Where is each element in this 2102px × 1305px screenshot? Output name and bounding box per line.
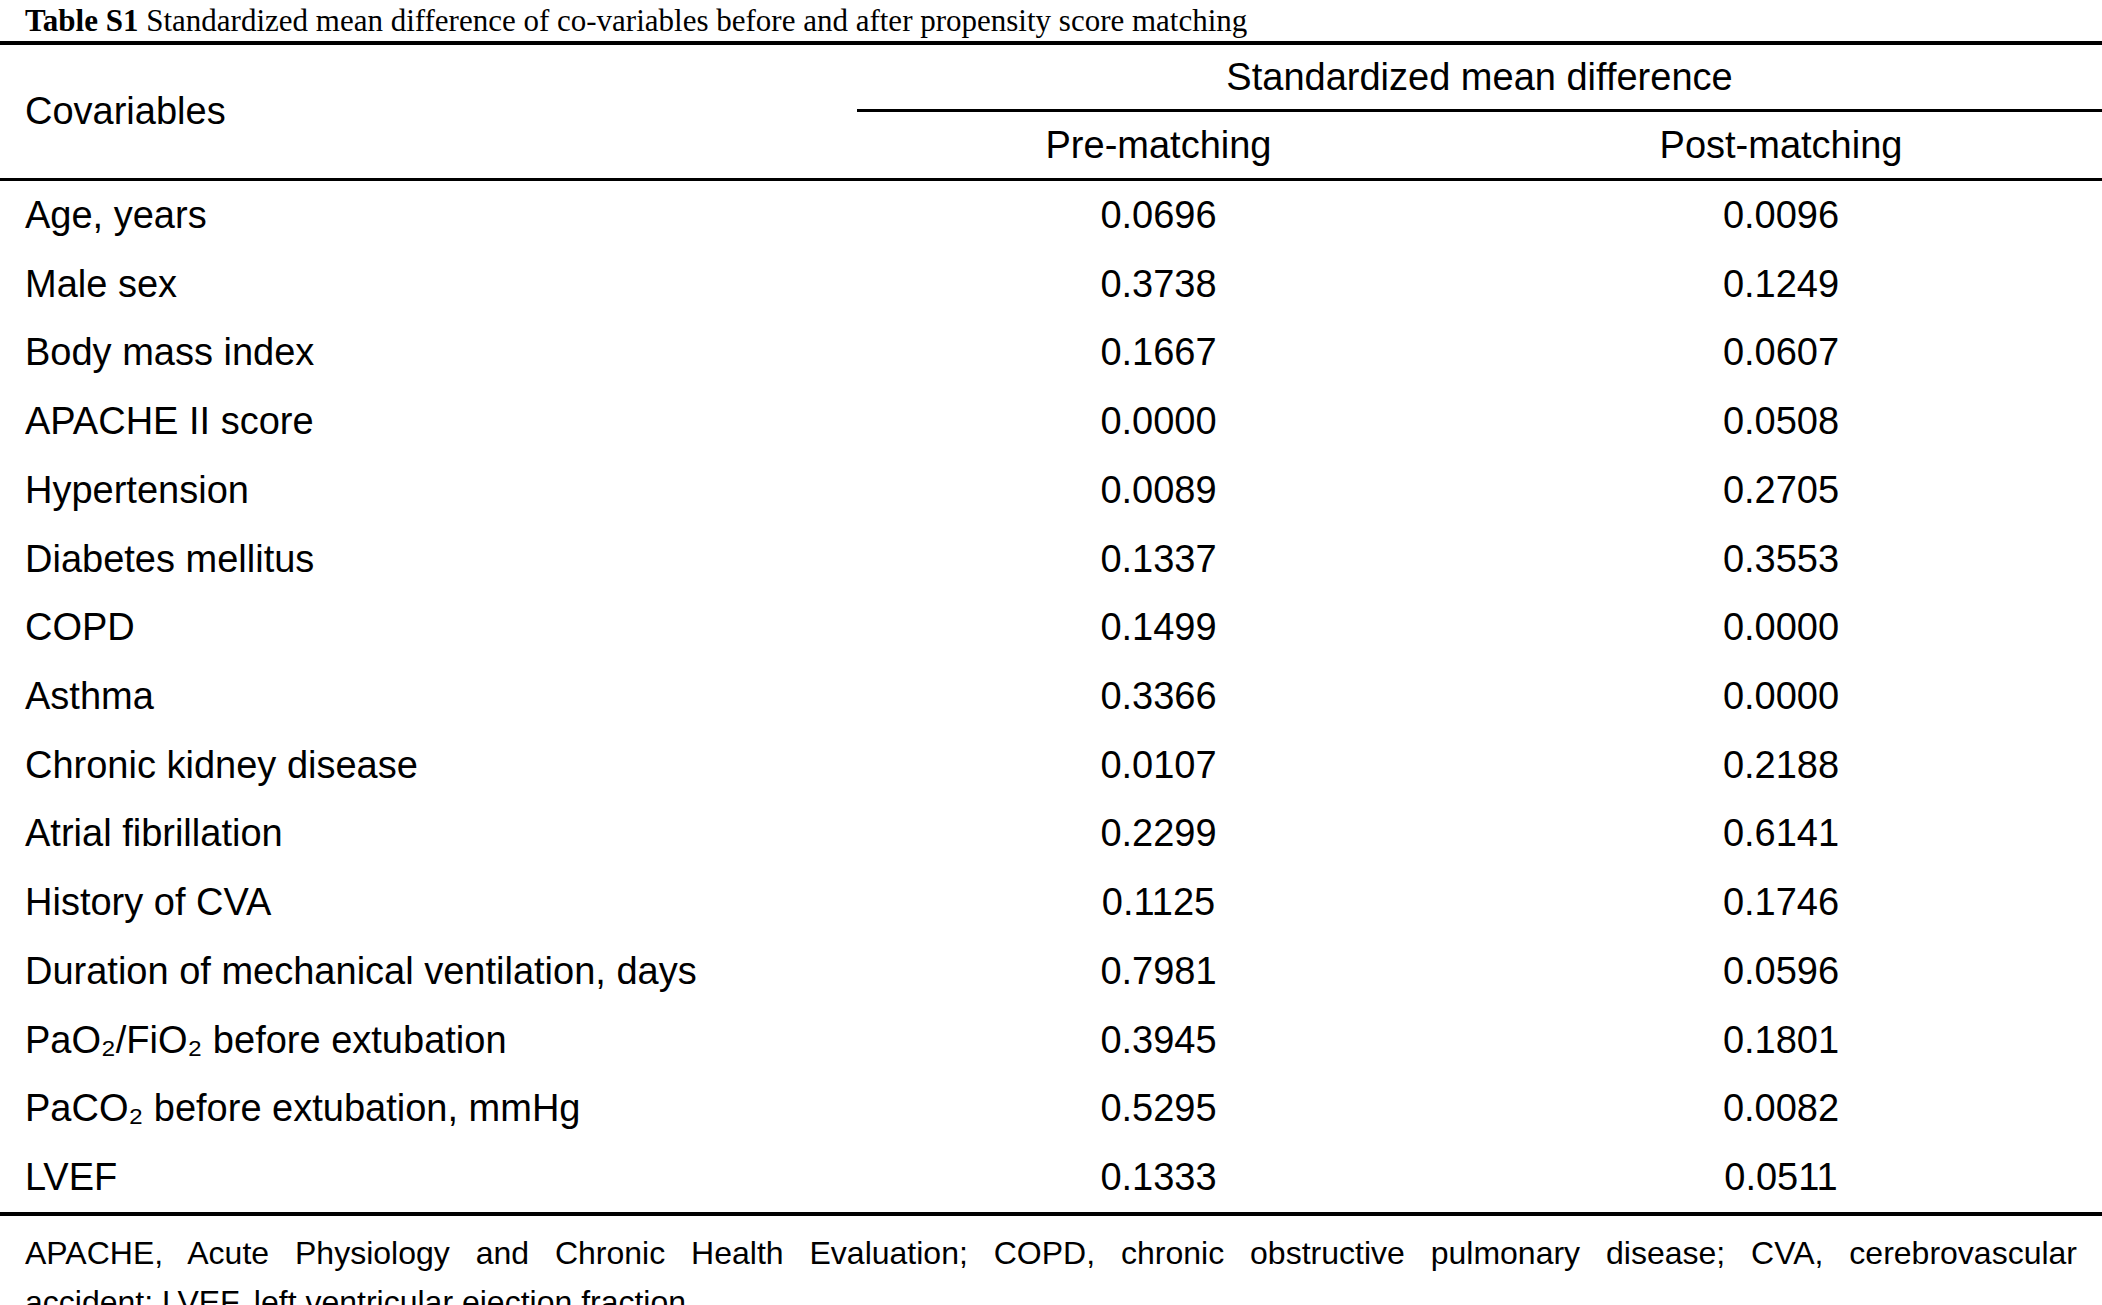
row-post-matching-value: 0.6141 [1460,812,2102,855]
table-row: LVEF 0.1333 0.0511 [0,1143,2102,1212]
row-covariable-label: LVEF [0,1156,857,1199]
row-pre-matching-value: 0.1337 [857,538,1460,581]
table-row: Hypertension 0.0089 0.2705 [0,456,2102,525]
row-covariable-label: APACHE II score [0,400,857,443]
header-pre-matching: Pre-matching [857,112,1460,178]
table-row: Age, years 0.0696 0.0096 [0,181,2102,250]
row-post-matching-value: 0.0000 [1460,675,2102,718]
row-covariable-label: Atrial fibrillation [0,812,857,855]
header-smd-group: Standardized mean difference Pre-matchin… [857,45,2102,178]
row-post-matching-value: 0.3553 [1460,538,2102,581]
table-row: Atrial fibrillation 0.2299 0.6141 [0,800,2102,869]
row-pre-matching-value: 0.1499 [857,606,1460,649]
row-post-matching-value: 0.0607 [1460,331,2102,374]
row-covariable-label: PaCO₂ before extubation, mmHg [0,1087,857,1130]
row-post-matching-value: 0.0000 [1460,606,2102,649]
row-pre-matching-value: 0.0089 [857,469,1460,512]
table-row: Male sex 0.3738 0.1249 [0,250,2102,319]
row-pre-matching-value: 0.7981 [857,950,1460,993]
row-pre-matching-value: 0.3945 [857,1019,1460,1062]
row-covariable-label: Diabetes mellitus [0,538,857,581]
header-standardized-mean-difference: Standardized mean difference [857,45,2102,109]
row-pre-matching-value: 0.3366 [857,675,1460,718]
row-pre-matching-value: 0.3738 [857,263,1460,306]
table-title: Table S1 Standardized mean difference of… [0,0,2102,41]
table-row: PaCO₂ before extubation, mmHg 0.5295 0.0… [0,1075,2102,1144]
table-row: APACHE II score 0.0000 0.0508 [0,387,2102,456]
row-pre-matching-value: 0.0696 [857,194,1460,237]
row-pre-matching-value: 0.5295 [857,1087,1460,1130]
paper-table-figure: Table S1 Standardized mean difference of… [0,0,2102,1305]
row-pre-matching-value: 0.1125 [857,881,1460,924]
table-row: Asthma 0.3366 0.0000 [0,662,2102,731]
table-header: Covariables Standardized mean difference… [0,45,2102,178]
row-covariable-label: Male sex [0,263,857,306]
row-pre-matching-value: 0.0107 [857,744,1460,787]
row-post-matching-value: 0.0511 [1460,1156,2102,1199]
table-row: Body mass index 0.1667 0.0607 [0,318,2102,387]
row-covariable-label: Chronic kidney disease [0,744,857,787]
row-covariable-label: COPD [0,606,857,649]
row-post-matching-value: 0.0596 [1460,950,2102,993]
table-title-caption: Standardized mean difference of co-varia… [146,3,1247,38]
row-pre-matching-value: 0.1333 [857,1156,1460,1199]
table-row: History of CVA 0.1125 0.1746 [0,868,2102,937]
header-covariables: Covariables [0,45,857,178]
row-covariable-label: PaO₂/FiO₂ before extubation [0,1019,857,1062]
row-post-matching-value: 0.2705 [1460,469,2102,512]
table-row: COPD 0.1499 0.0000 [0,593,2102,662]
row-post-matching-value: 0.1746 [1460,881,2102,924]
row-post-matching-value: 0.0096 [1460,194,2102,237]
table-row: Chronic kidney disease 0.0107 0.2188 [0,731,2102,800]
footnote-line-2: accident; LVEF, left ventricular ejectio… [25,1278,2077,1305]
row-covariable-label: Age, years [0,194,857,237]
table-row: Duration of mechanical ventilation, days… [0,937,2102,1006]
row-covariable-label: Hypertension [0,469,857,512]
table-row: PaO₂/FiO₂ before extubation 0.3945 0.180… [0,1006,2102,1075]
row-covariable-label: Asthma [0,675,857,718]
row-covariable-label: Duration of mechanical ventilation, days [0,950,857,993]
header-subcolumns: Pre-matching Post-matching [857,112,2102,178]
row-post-matching-value: 0.0508 [1460,400,2102,443]
table-body: Age, years 0.0696 0.0096 Male sex 0.3738… [0,181,2102,1212]
row-post-matching-value: 0.1249 [1460,263,2102,306]
row-post-matching-value: 0.2188 [1460,744,2102,787]
row-post-matching-value: 0.0082 [1460,1087,2102,1130]
row-pre-matching-value: 0.2299 [857,812,1460,855]
row-covariable-label: Body mass index [0,331,857,374]
table-footnote: APACHE, Acute Physiology and Chronic Hea… [0,1216,2102,1305]
row-pre-matching-value: 0.1667 [857,331,1460,374]
table-row: Diabetes mellitus 0.1337 0.3553 [0,525,2102,594]
header-post-matching: Post-matching [1460,112,2102,178]
row-covariable-label: History of CVA [0,881,857,924]
table-title-label: Table S1 [25,3,138,38]
row-post-matching-value: 0.1801 [1460,1019,2102,1062]
footnote-line-1: APACHE, Acute Physiology and Chronic Hea… [25,1229,2077,1278]
row-pre-matching-value: 0.0000 [857,400,1460,443]
